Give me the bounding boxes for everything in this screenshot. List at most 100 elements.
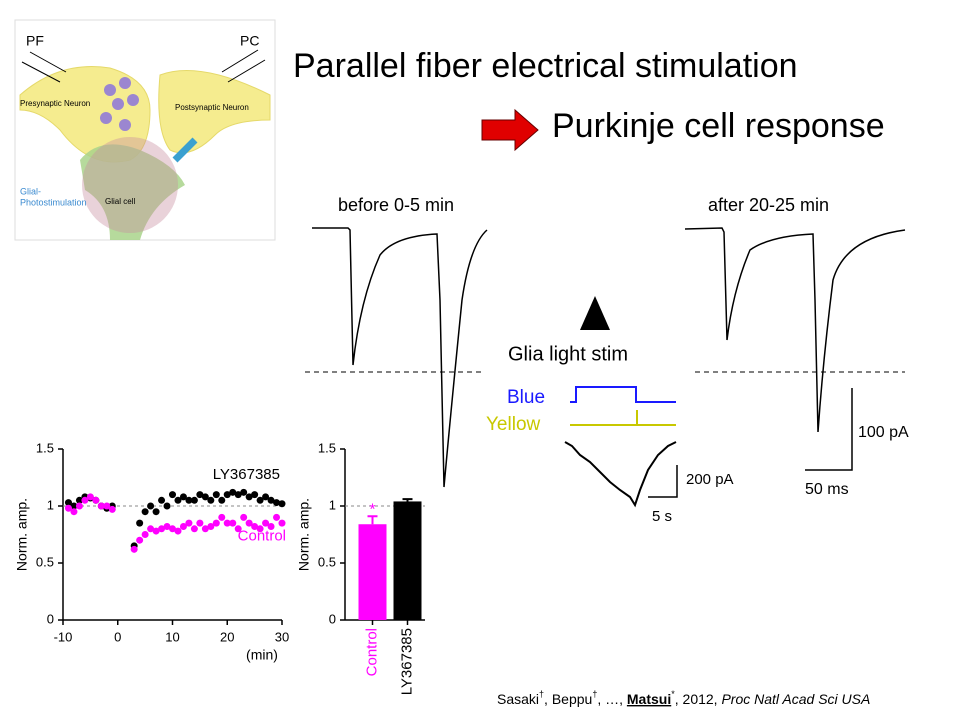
author: Sasaki [497,691,539,707]
scale-label: 100 pA [858,424,909,441]
data-point [218,513,226,521]
data-point [163,502,171,510]
trace-label: before 0-5 min [338,195,454,215]
y-axis-label: Norm. amp. [14,498,30,571]
author: Matsui [627,691,671,707]
x-tick-label: LY367385 [398,628,415,695]
data-point [196,519,204,527]
data-point [169,491,176,499]
data-point [141,508,149,516]
data-point [262,493,270,501]
diagram-label: Postsynaptic Neuron [175,103,249,112]
y-tick-label: 1 [47,497,54,512]
data-point [158,525,166,533]
pc-electrode [221,49,266,83]
arrow [172,137,198,163]
data-point [223,519,231,527]
data-point [70,502,78,510]
bar [393,501,422,620]
data-point [190,496,198,504]
annotation: * [369,501,375,518]
presynaptic-shape [19,66,151,163]
bar [358,524,387,620]
data-point [158,496,166,504]
stim-triangle [580,296,610,330]
vesicles [100,77,139,131]
data-point [218,496,226,504]
data-point [256,525,264,533]
scale-label: 5 s [652,508,672,525]
scale-bar [648,465,678,498]
data-point [92,496,100,504]
stim-label: Glia light stim [508,343,628,365]
data-point [64,499,72,507]
scale-bar [805,388,853,471]
data-point [267,523,275,531]
data-point [179,493,187,501]
data-point [245,519,253,527]
data-point [174,496,182,504]
x-tick-label: 0 [114,629,121,644]
x-tick-label: 10 [165,629,179,644]
data-point [278,519,286,527]
x-tick-label: 30 [275,629,289,644]
data-point [152,508,160,516]
data-point [97,502,105,510]
data-point [273,499,281,507]
data-point [212,519,220,527]
data-point [152,527,160,535]
citation-text: , 2012, [675,691,722,707]
mark: † [539,689,544,699]
y-tick-label: 0 [47,611,54,626]
diagram-label: Glial- [20,186,41,196]
data-point [223,491,231,499]
data-point [201,493,209,501]
error-bar [402,498,413,502]
x-axis-label: (min) [246,647,278,663]
data-point [251,491,259,499]
data-point [240,513,248,521]
synapse-diagram: PF PC Presynaptic Neuron Postsynaptic Ne… [14,19,276,241]
slide-title: Parallel fiber electrical stimulation [293,47,798,85]
diagram-label: Presynaptic Neuron [20,99,90,108]
data-point [108,505,116,513]
postsynaptic-shape [158,70,271,154]
data-point [103,502,111,510]
data-point [207,496,215,504]
yellow-step [570,410,676,426]
slide-subtitle: Purkinje cell response [552,107,885,145]
citation: Sasaki†, Beppu†, …, Matsui*, 2012, Proc … [497,689,870,706]
scale-label: 200 pA [686,471,734,488]
pf-electrode [21,51,67,83]
data-point [273,513,281,521]
data-point [278,500,286,508]
data-point [234,491,242,499]
x-tick-label: Control [363,628,380,676]
diagram-label: Glial cell [105,197,135,206]
series-label: Control [238,528,286,545]
photostim-spot [82,137,178,233]
data-point [163,523,171,531]
diagram-label: PF [26,33,44,49]
author: , Beppu [544,691,592,707]
y-tick-label: 0.5 [318,554,336,569]
data-point [229,488,237,496]
blue-step [570,386,676,403]
data-point [262,519,270,527]
data-point [147,502,155,510]
data-point [141,531,149,538]
blue-label: Blue [507,387,545,408]
data-point [267,496,275,504]
data-point [207,523,215,531]
x-tick-label: 20 [220,629,234,644]
diagram-label: Photostimulation [20,197,87,207]
data-point [147,525,155,533]
data-point [130,545,138,553]
scale-label: 50 ms [805,481,849,498]
data-point [64,504,72,512]
data-point [86,493,94,501]
glia-trace [564,441,677,508]
data-point [190,525,198,533]
y-axis-label: Norm. amp. [296,498,312,571]
